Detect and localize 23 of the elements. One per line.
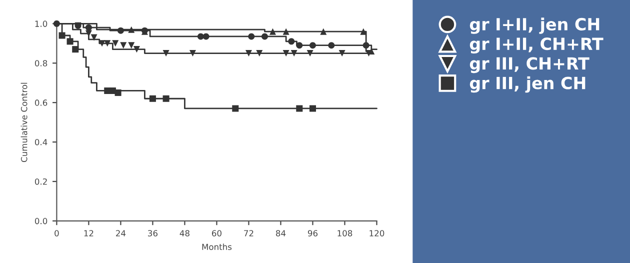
y-tick-label: 1.0 — [35, 20, 48, 27]
x-tick-label: 72 — [244, 230, 254, 236]
legend-label: gr III, jen CH — [470, 76, 586, 93]
x-tick-label: 84 — [276, 230, 286, 236]
y-tick-label: 0.8 — [34, 60, 48, 66]
y-tick-label: 0.0 — [34, 218, 48, 224]
y-tick-label: 0.4 — [34, 139, 48, 146]
y-tick-label: 0.6 — [34, 100, 48, 106]
legend-label: gr I+II, jen CH — [470, 18, 600, 34]
x-axis-title: Months — [202, 244, 232, 250]
legend-label: gr I+II, CH+RT — [470, 38, 604, 54]
x-tick-label: 24 — [116, 230, 126, 236]
x-tick-label: 36 — [148, 230, 158, 236]
legend-label: gr III, CH+RT — [470, 57, 590, 74]
x-tick-label: 120 — [370, 230, 384, 236]
x-tick-label: 12 — [84, 230, 94, 236]
x-tick-label: 60 — [212, 230, 222, 236]
x-tick-label: 48 — [180, 230, 190, 236]
x-tick-label: 108 — [338, 230, 352, 236]
x-tick-label: 0 — [54, 230, 59, 236]
x-tick-label: 96 — [308, 230, 318, 236]
y-tick-label: 0.2 — [34, 178, 47, 185]
y-axis-title: Cumulative Control — [20, 82, 28, 162]
